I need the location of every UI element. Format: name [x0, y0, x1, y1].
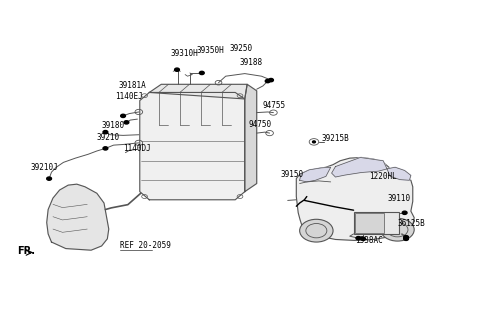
Bar	[356, 213, 384, 233]
Polygon shape	[332, 157, 387, 177]
Text: 39180: 39180	[102, 121, 125, 130]
Circle shape	[103, 131, 108, 134]
Text: 39350H: 39350H	[196, 46, 224, 55]
Text: 39181A: 39181A	[118, 81, 146, 90]
Circle shape	[199, 71, 204, 74]
Circle shape	[404, 237, 408, 240]
Polygon shape	[47, 184, 109, 250]
Text: 94755: 94755	[263, 101, 286, 110]
Circle shape	[103, 147, 108, 150]
Text: 39150: 39150	[281, 170, 304, 179]
Text: 1220HL: 1220HL	[369, 172, 396, 181]
Polygon shape	[149, 84, 247, 99]
Text: 94750: 94750	[249, 120, 272, 129]
Text: FR.: FR.	[17, 246, 35, 256]
Polygon shape	[245, 84, 257, 192]
Text: 39310H: 39310H	[170, 49, 198, 58]
Bar	[354, 212, 399, 234]
Circle shape	[356, 236, 361, 240]
Circle shape	[361, 237, 365, 240]
Text: 1338AC: 1338AC	[356, 236, 383, 245]
Text: 39188: 39188	[240, 58, 263, 67]
Text: REF 20-2059: REF 20-2059	[120, 241, 170, 251]
Text: 39210J: 39210J	[31, 163, 59, 172]
Circle shape	[265, 79, 270, 83]
Circle shape	[47, 177, 51, 180]
Circle shape	[312, 141, 315, 143]
Text: 36125B: 36125B	[397, 219, 425, 228]
Polygon shape	[300, 167, 331, 182]
Circle shape	[381, 218, 414, 241]
Text: 1140EJ: 1140EJ	[115, 92, 143, 101]
Circle shape	[402, 211, 407, 215]
Circle shape	[404, 236, 408, 239]
Text: 39110: 39110	[388, 194, 411, 203]
Circle shape	[120, 114, 125, 117]
Circle shape	[300, 219, 333, 242]
Circle shape	[269, 78, 274, 82]
Polygon shape	[387, 167, 411, 180]
Circle shape	[124, 121, 129, 124]
Circle shape	[175, 68, 180, 71]
Text: 39250: 39250	[229, 44, 252, 53]
Text: 1140DJ: 1140DJ	[123, 144, 151, 153]
Polygon shape	[296, 157, 414, 240]
Text: 39215B: 39215B	[321, 134, 349, 143]
Text: 39210: 39210	[97, 133, 120, 142]
Polygon shape	[140, 92, 245, 200]
